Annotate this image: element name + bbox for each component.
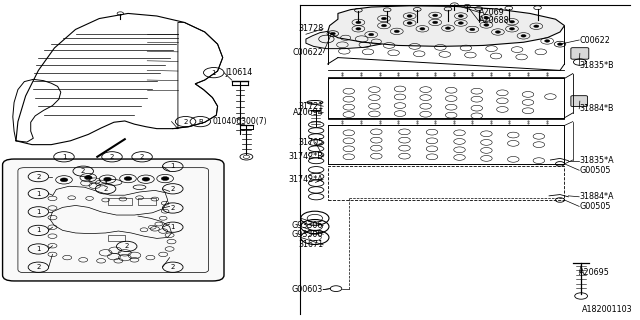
Circle shape [458, 15, 463, 17]
Text: B: B [198, 119, 203, 124]
Text: 2: 2 [125, 244, 129, 249]
Circle shape [124, 177, 132, 180]
Text: A2069: A2069 [479, 8, 504, 17]
Text: 1: 1 [36, 228, 41, 233]
Text: 1: 1 [170, 164, 175, 169]
Circle shape [420, 28, 425, 30]
Circle shape [407, 22, 412, 24]
Circle shape [84, 176, 92, 180]
Text: 31671: 31671 [298, 240, 323, 249]
Text: A20695: A20695 [579, 268, 610, 277]
Text: 2: 2 [81, 168, 85, 174]
Text: G93306: G93306 [292, 230, 323, 239]
Circle shape [495, 31, 500, 33]
Circle shape [369, 33, 374, 36]
Text: 1: 1 [36, 246, 41, 252]
Text: 2: 2 [171, 186, 175, 192]
Circle shape [445, 27, 451, 29]
Text: 2: 2 [104, 186, 108, 192]
Text: 31835*B: 31835*B [579, 61, 614, 70]
Circle shape [433, 21, 438, 24]
Circle shape [381, 24, 387, 27]
Circle shape [394, 30, 399, 33]
Text: 1: 1 [211, 70, 216, 76]
Text: G00505: G00505 [579, 166, 611, 175]
Text: A20688: A20688 [479, 16, 509, 25]
Circle shape [407, 15, 412, 17]
Text: G93306: G93306 [292, 221, 323, 230]
Text: C00622: C00622 [292, 48, 323, 57]
Text: G00505: G00505 [579, 202, 611, 211]
Text: 31742*A: 31742*A [289, 175, 323, 184]
Text: G00603: G00603 [292, 285, 323, 294]
Circle shape [521, 35, 526, 37]
Text: 31742*B: 31742*B [289, 152, 323, 161]
Circle shape [356, 21, 361, 24]
Circle shape [484, 17, 489, 19]
Text: 31884*B: 31884*B [579, 104, 614, 113]
Circle shape [330, 32, 335, 35]
Text: 2: 2 [36, 174, 40, 180]
Circle shape [557, 43, 563, 45]
Circle shape [104, 177, 111, 181]
Circle shape [142, 177, 150, 181]
Circle shape [356, 28, 361, 30]
Text: 2: 2 [110, 154, 114, 160]
Text: 31721: 31721 [298, 102, 323, 111]
Text: 2: 2 [184, 119, 188, 124]
Circle shape [60, 178, 68, 182]
Circle shape [161, 177, 169, 180]
Text: 1: 1 [61, 154, 67, 160]
Text: 31705: 31705 [298, 138, 323, 147]
FancyBboxPatch shape [3, 159, 224, 281]
Circle shape [458, 22, 463, 24]
Circle shape [509, 20, 515, 23]
Text: 2: 2 [36, 264, 40, 270]
FancyBboxPatch shape [571, 48, 589, 59]
Circle shape [484, 24, 489, 26]
Text: 2: 2 [171, 264, 175, 270]
Text: 1: 1 [170, 224, 175, 230]
Text: 2: 2 [171, 205, 175, 211]
Polygon shape [306, 28, 390, 49]
Text: A20694: A20694 [292, 108, 323, 117]
Circle shape [433, 14, 438, 17]
Circle shape [470, 28, 475, 31]
Text: 1: 1 [36, 191, 41, 196]
Circle shape [545, 40, 550, 42]
Text: 010406300(7): 010406300(7) [212, 117, 267, 126]
Polygon shape [328, 6, 564, 46]
Text: 1: 1 [36, 209, 41, 215]
FancyBboxPatch shape [571, 96, 588, 107]
Circle shape [381, 17, 387, 20]
Text: A182001103: A182001103 [582, 305, 632, 314]
Text: 2: 2 [140, 154, 144, 160]
Circle shape [534, 25, 539, 28]
Text: J10614: J10614 [225, 68, 253, 76]
Circle shape [509, 28, 515, 30]
Text: C00622: C00622 [579, 36, 610, 44]
Text: 31835*A: 31835*A [579, 156, 614, 165]
Text: 31884*A: 31884*A [579, 192, 614, 201]
Text: 31728: 31728 [298, 24, 323, 33]
